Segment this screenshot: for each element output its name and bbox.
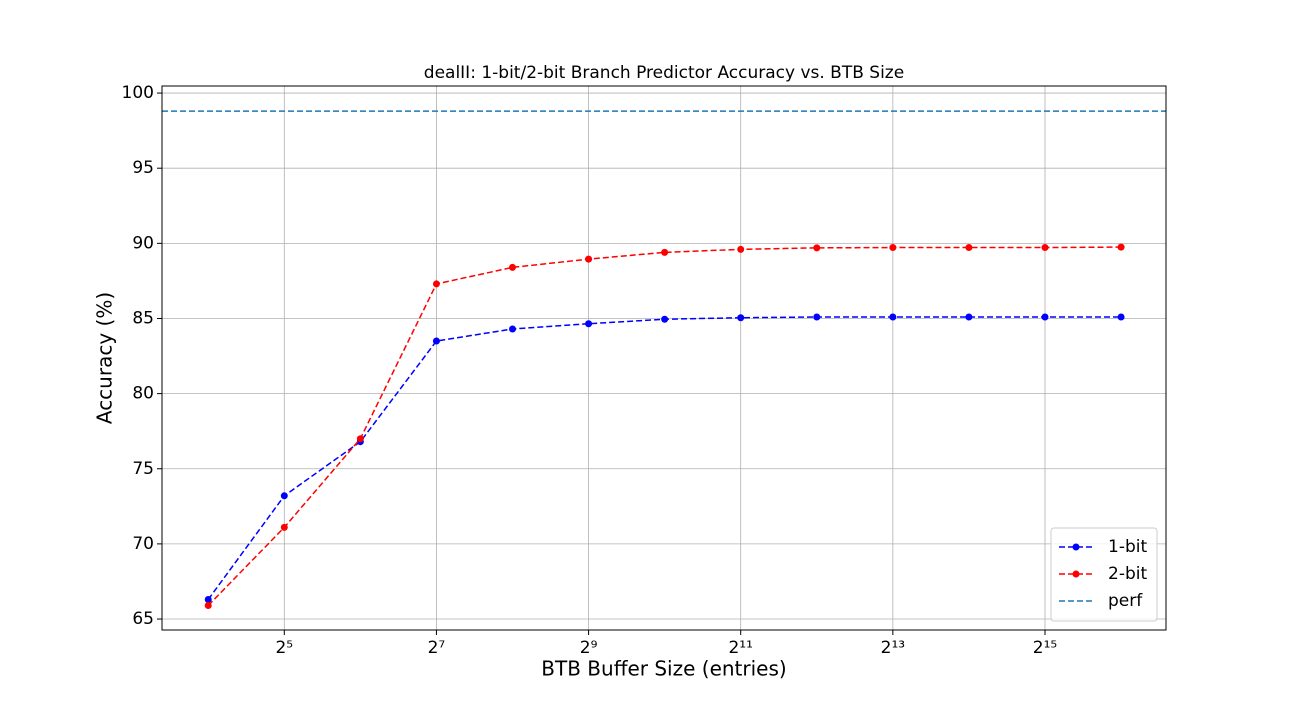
y-tick-label: 65: [132, 609, 154, 629]
x-tick-label: 2¹¹: [728, 638, 752, 658]
data-point: [965, 313, 973, 321]
x-tick-label: 2¹⁵: [1033, 638, 1057, 658]
data-point: [585, 320, 593, 328]
data-point: [965, 244, 973, 252]
y-tick-label: 75: [132, 459, 154, 479]
y-tick-label: 95: [132, 158, 154, 178]
y-tick-label: 85: [132, 308, 154, 328]
x-tick-label: 2¹³: [881, 638, 905, 658]
x-tick-label: 2⁵: [275, 638, 293, 658]
y-tick-label: 70: [132, 534, 154, 554]
plot-frame: [161, 85, 1167, 631]
data-point: [204, 602, 212, 610]
data-point: [509, 325, 517, 333]
data-point: [509, 263, 517, 271]
legend-marker: [1072, 570, 1080, 578]
legend: 1-bit 2-bit perf: [1050, 527, 1158, 622]
y-axis-label: Accuracy (%): [93, 292, 117, 424]
data-point: [585, 255, 593, 263]
data-point: [1117, 243, 1125, 251]
legend-marker: [1072, 543, 1080, 551]
legend-box: [1050, 527, 1158, 622]
data-point: [280, 523, 288, 531]
data-point: [889, 244, 897, 252]
y-tick-label: 100: [122, 83, 154, 103]
legend-label: 2-bit: [1108, 564, 1147, 584]
data-point: [813, 313, 821, 321]
x-tick-label: 2⁹: [580, 638, 598, 658]
data-point: [737, 314, 745, 322]
legend-label: perf: [1108, 591, 1143, 611]
legend-label: 1-bit: [1108, 537, 1147, 557]
x-axis-label: BTB Buffer Size (entries): [541, 657, 786, 681]
data-point: [356, 435, 364, 443]
data-point: [1117, 313, 1125, 321]
data-point: [661, 315, 669, 323]
data-point: [280, 492, 288, 500]
y-tick-label: 90: [132, 233, 154, 253]
data-point: [737, 245, 745, 253]
data-point: [813, 244, 821, 252]
data-point: [1041, 244, 1049, 252]
y-tick-label: 80: [132, 384, 154, 404]
data-point: [432, 280, 440, 288]
data-point: [889, 313, 897, 321]
chart-title: dealII: 1-bit/2-bit Branch Predictor Acc…: [424, 63, 904, 83]
data-point: [432, 337, 440, 345]
data-point: [661, 248, 669, 256]
data-point: [204, 595, 212, 603]
x-tick-label: 2⁷: [428, 638, 446, 658]
data-point: [1041, 313, 1049, 321]
